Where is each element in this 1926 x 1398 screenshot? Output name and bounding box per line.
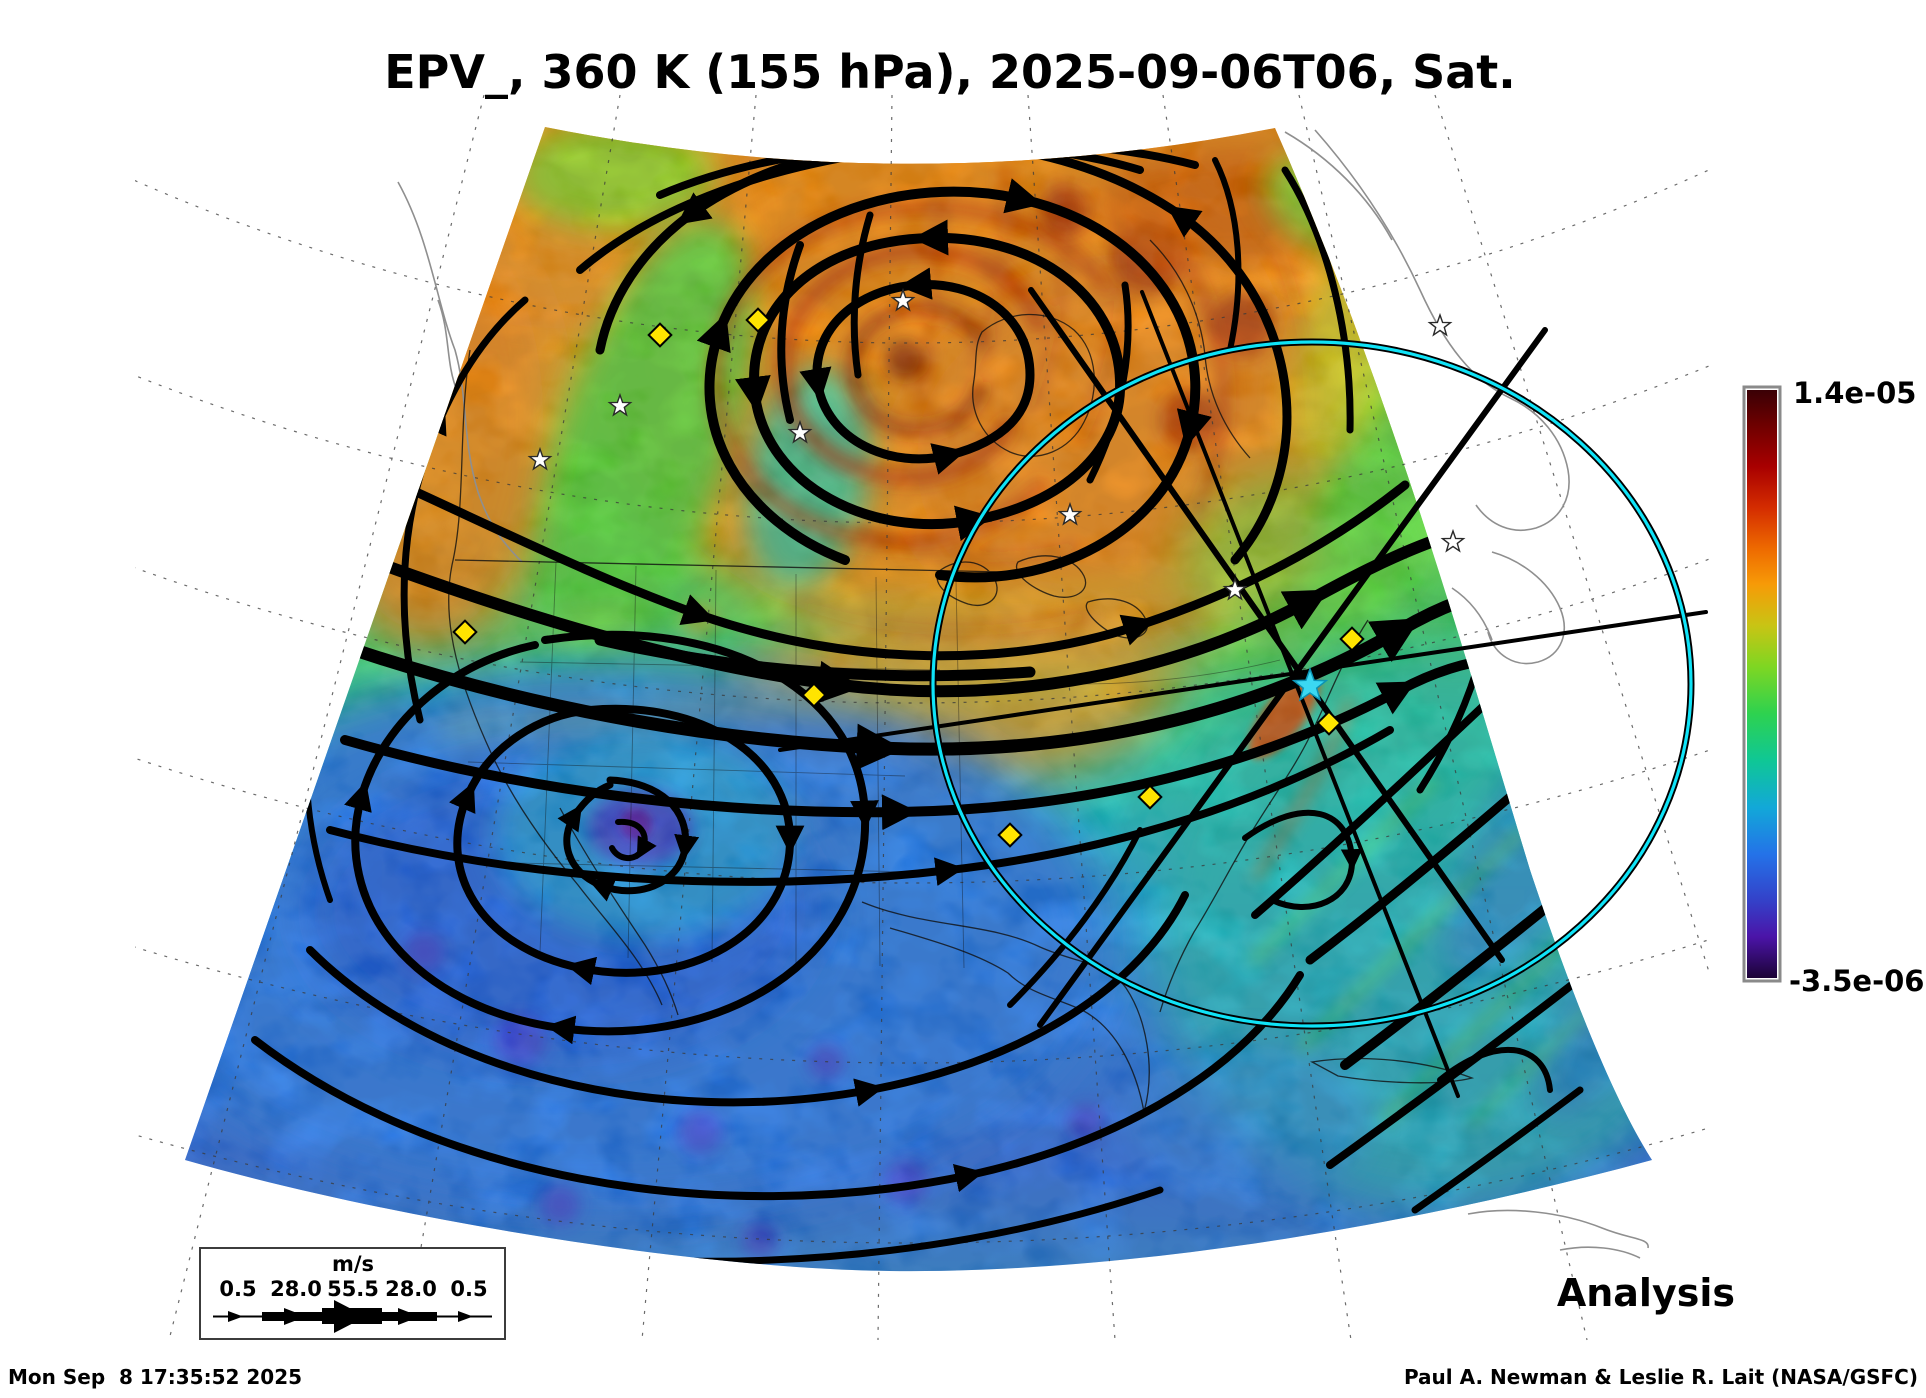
station-star-icon [607,392,633,417]
hub-star-icon [1291,666,1329,702]
hub-star-marker [1291,666,1329,702]
legend-value-3: 28.0 [385,1277,437,1301]
range-circle [929,338,1695,1030]
legend-value-2: 55.5 [327,1277,379,1301]
station-star-icon [1427,312,1453,337]
diamond-marker [452,619,478,645]
station-star-icon [1440,528,1466,553]
station-star-icon [527,446,553,471]
diamond-markers [452,307,1365,848]
analysis-label: Analysis [1557,1271,1735,1315]
legend-arrow-glyph [213,1300,492,1333]
diamond-marker [997,822,1023,848]
diamond-marker [1339,626,1365,652]
station-star-markers [527,287,1466,601]
colorbar-gradient [1747,390,1777,978]
legend-value-1: 28.0 [270,1277,322,1301]
station-star-icon [890,287,916,312]
station-star-icon [787,419,813,444]
wind-speed-legend: m/s 0.5 28.0 55.5 28.0 0.5 [199,1247,506,1340]
diamond-marker [801,682,827,708]
diamond-marker [1137,784,1163,810]
credit-line: Paul A. Newman & Leslie R. Lait (NASA/GS… [1404,1365,1918,1389]
station-star-icon [1057,501,1083,526]
diamond-marker [745,307,771,333]
station-star-icon [1222,576,1248,601]
range-circle-core [931,340,1693,1028]
trajectory-line [1140,290,1460,1098]
colorbar-max-label: 1.4e-05 [1793,376,1916,410]
diamond-marker [647,322,673,348]
diamond-marker [1316,710,1342,736]
colorbar: 1.4e-05 -3.5e-06 [1742,376,1924,998]
map-title: EPV_, 360 K (155 hPa), 2025-09-06T06, Sa… [384,45,1516,99]
legend-value-0: 0.5 [219,1277,256,1301]
colorbar-min-label: -3.5e-06 [1789,964,1924,998]
trajectory-line [1028,287,1505,963]
render-timestamp: Mon Sep 8 17:35:52 2025 [8,1365,302,1389]
legend-value-4: 0.5 [450,1277,487,1301]
legend-unit: m/s [332,1252,374,1276]
